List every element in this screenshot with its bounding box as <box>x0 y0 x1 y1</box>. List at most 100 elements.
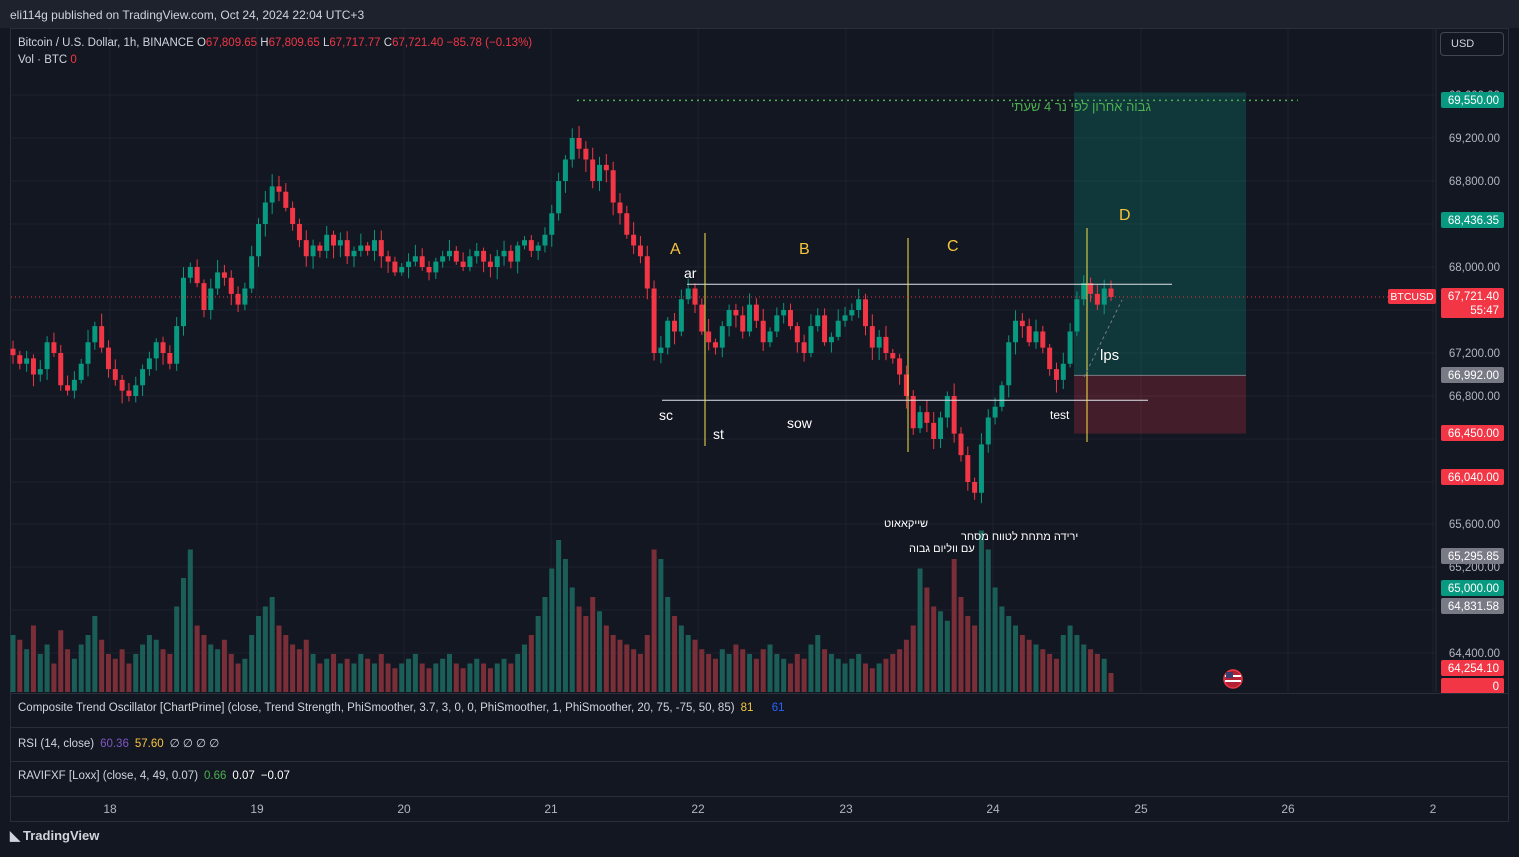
candle-body <box>528 240 534 251</box>
volume-bar <box>944 620 950 692</box>
ravi-panel[interactable]: RAVIFXF [Loxx] (close, 4, 49, 0.07) 0.66 0… <box>11 761 1508 796</box>
volume-bar <box>951 559 957 692</box>
volume-bar <box>215 649 221 692</box>
volume-bar <box>235 663 241 692</box>
candle-body <box>1047 347 1053 370</box>
candle-body <box>535 245 541 251</box>
volume-bar <box>910 625 916 692</box>
volume-bar <box>822 649 828 692</box>
price-tick: 68,800.00 <box>1449 176 1500 188</box>
price-tag-text: 66,992.00 <box>1448 370 1499 382</box>
candle-body <box>187 267 193 278</box>
candle-body <box>365 245 371 251</box>
candle-body <box>508 250 514 262</box>
volume-bar <box>760 649 766 692</box>
publish-bar: eli114g published on TradingView.com, Oc… <box>0 0 1519 28</box>
candle-body <box>1026 326 1032 343</box>
volume-bar <box>85 635 91 692</box>
volume-bar <box>1026 639 1032 692</box>
candle-body <box>58 353 64 386</box>
volume-bar <box>385 663 391 692</box>
candle-body <box>1019 320 1025 327</box>
candle-body <box>1101 288 1107 305</box>
volume-bar <box>24 649 30 692</box>
price-tag: 68,436.35 <box>1441 212 1504 228</box>
price-tag: 64,254.10 <box>1441 660 1504 676</box>
candle-body <box>105 347 111 370</box>
volume-bar <box>794 654 800 692</box>
candle-body <box>119 379 125 391</box>
candle-body <box>310 245 316 257</box>
volume-bar <box>1006 616 1012 692</box>
time-tick: 24 <box>986 802 1000 816</box>
volume-bar <box>542 597 548 692</box>
volume-bar <box>583 616 589 692</box>
volume-bar <box>842 663 848 692</box>
candle-body <box>1088 283 1094 294</box>
price-tick: 66,800.00 <box>1449 391 1500 403</box>
candle-body <box>644 256 650 289</box>
volume-bar <box>617 639 623 692</box>
close-label: C <box>383 37 393 49</box>
candle-body <box>1108 288 1114 297</box>
candle-body <box>965 455 971 482</box>
cto-panel[interactable]: Composite Trend Oscillator [ChartPrime] … <box>11 693 1508 727</box>
volume-label[interactable]: Vol · BTC <box>18 54 68 66</box>
volume-bar <box>501 658 507 692</box>
candle-body <box>815 315 821 327</box>
candle-body <box>685 288 691 300</box>
volume-bar <box>903 639 909 692</box>
volume-bar <box>590 597 596 692</box>
candle-body <box>126 390 132 396</box>
volume-bar <box>1088 649 1094 692</box>
volume-bar <box>249 635 255 692</box>
volume-bar <box>187 549 193 692</box>
candle-body <box>501 250 507 257</box>
volume-bar <box>631 649 637 692</box>
volume-bar <box>767 644 773 692</box>
candle-body <box>65 385 71 391</box>
candle-body <box>583 148 589 160</box>
hebrew-last-high-note: גבוה אחרון לפי נר 4 שעתי <box>1011 99 1151 114</box>
volume-bar <box>719 649 725 692</box>
volume-bar <box>467 663 473 692</box>
candle-body <box>467 256 473 267</box>
candle-body <box>569 138 575 160</box>
price-tag-bg <box>1441 302 1504 318</box>
candle-body <box>269 186 275 203</box>
price-tick: 69,200.00 <box>1449 133 1500 145</box>
symbol-title[interactable]: Bitcoin / U.S. Dollar, 1h, BINANCE <box>18 37 194 49</box>
volume-bar <box>869 668 875 692</box>
time-tick: 26 <box>1281 802 1295 816</box>
candle-body <box>549 213 555 235</box>
volume-bar <box>876 663 882 692</box>
volume-bar <box>140 644 146 692</box>
volume-bar <box>419 663 425 692</box>
volume-bar <box>440 658 446 692</box>
volume-bar <box>221 639 227 692</box>
volume-bar <box>712 658 718 692</box>
tradingview-footer[interactable]: ◣ TradingView <box>10 828 99 844</box>
price-tag-text: 67,721.40 <box>1448 291 1499 303</box>
time-axis[interactable]: 18 19 20 21 22 23 24 25 26 2 <box>11 796 1508 822</box>
volume-bar <box>44 644 50 692</box>
candle-body <box>808 326 814 353</box>
volume-bar <box>392 668 398 692</box>
volume-bar <box>637 654 643 692</box>
rsi-panel[interactable]: RSI (14, close) 60.36 57.60 ∅ ∅ ∅ ∅ <box>11 727 1508 761</box>
volume-bar <box>603 625 609 692</box>
shakeout-note-line1: שייקאאוט <box>884 518 928 530</box>
volume-bar <box>883 658 889 692</box>
ravi-value-1: 0.66 <box>204 770 227 782</box>
drawing-lines <box>11 99 1435 452</box>
candle-body <box>869 326 875 348</box>
flag-stripe <box>1225 680 1241 682</box>
volume-bar <box>522 644 527 692</box>
candle-body <box>30 358 36 375</box>
candle-body <box>283 191 289 208</box>
volume-bar <box>569 587 575 692</box>
currency-button[interactable]: USD <box>1440 32 1504 56</box>
candle-body <box>92 326 98 343</box>
volume-bar <box>562 559 568 692</box>
